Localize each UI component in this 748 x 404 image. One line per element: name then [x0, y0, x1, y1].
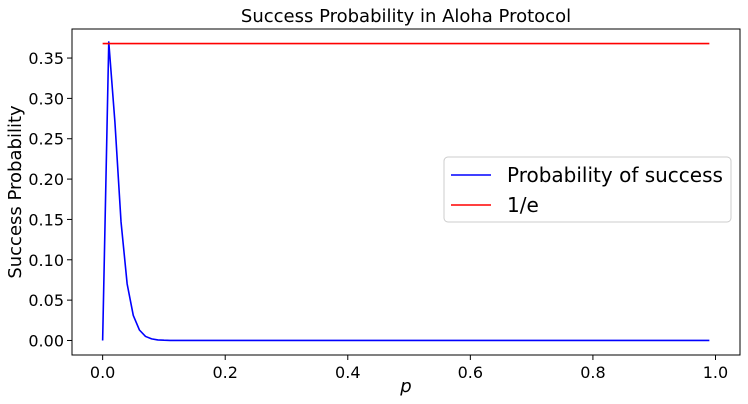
y-tick-label: 0.25 [28, 130, 64, 149]
y-tick-label: 0.35 [28, 49, 64, 68]
legend: Probability of success 1/e [443, 156, 732, 223]
legend-label: Probability of success [507, 163, 723, 187]
legend-box [443, 156, 732, 223]
y-tick-label: 0.10 [28, 251, 64, 270]
y-tick-label: 0.00 [28, 331, 64, 350]
series-layer [101, 41, 710, 342]
y-axis-label: Success Probability [5, 105, 26, 279]
y-tick-label: 0.05 [28, 291, 64, 310]
x-axis-label: p [399, 376, 411, 397]
x-axis: 0.0 0.2 0.4 0.6 0.8 1.0 [90, 355, 728, 382]
y-tick-label: 0.20 [28, 170, 64, 189]
x-tick-label: 0.0 [90, 363, 115, 382]
y-tick-label: 0.30 [28, 89, 64, 108]
series-line-1 [101, 41, 710, 342]
x-tick-label: 0.2 [212, 363, 237, 382]
x-tick-label: 1.0 [703, 363, 728, 382]
y-axis: 0.00 0.05 0.10 0.15 0.20 0.25 0.30 0.35 [28, 49, 72, 350]
x-tick-label: 0.4 [335, 363, 360, 382]
x-tick-label: 0.8 [580, 363, 605, 382]
y-tick-label: 0.15 [28, 210, 64, 229]
x-tick-label: 0.6 [458, 363, 483, 382]
plot-area [71, 28, 741, 356]
chart-title: Success Probability in Aloha Protocol [241, 6, 571, 27]
plot-frame [71, 28, 741, 356]
legend-label: 1/e [507, 193, 539, 217]
